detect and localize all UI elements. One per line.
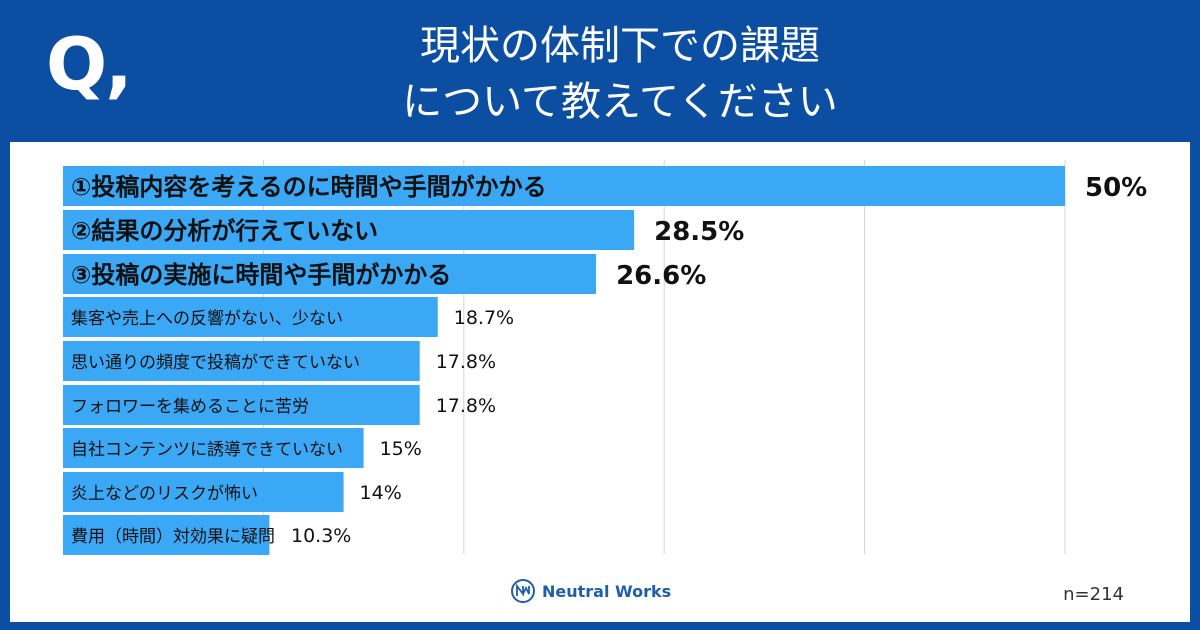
title-line-1: 現状の体制下での課題 (420, 23, 820, 69)
q-mark: Q, (46, 22, 133, 106)
sample-size: n=214 (1063, 584, 1124, 605)
value-label-9: 10.3% (291, 525, 351, 547)
bar-row-7: 自社コンテンツに誘導できていない 15% (63, 428, 422, 468)
bar-4 (63, 297, 438, 337)
page-title: 現状の体制下での課題 について教えてください (250, 18, 990, 130)
brand-name: Neutral Works (542, 581, 672, 601)
neutral-works-logo-icon (511, 579, 535, 603)
bar-row-6: フォロワーを集めることに苦労 17.8% (63, 385, 496, 425)
title-line-2: について教えてください (402, 79, 838, 125)
category-label-5: 思い通りの頻度で投稿ができていない (71, 353, 360, 373)
bar-row-1: ①投稿内容を考えるのに時間や手間がかかる 50% (63, 166, 1147, 206)
bar-row-2: ②結果の分析が行えていない 28.5% (63, 210, 744, 250)
bar-chart: ①投稿内容を考えるのに時間や手間がかかる 50% ②結果の分析が行えていない 28.5… (63, 160, 1147, 555)
category-label-9: 費用（時間）対効果に疑問 (71, 527, 275, 547)
category-label-1: ①投稿内容を考えるのに時間や手間がかかる (71, 173, 547, 201)
bar-row-4: 集客や売上への反響がない、少ない 18.7% (63, 297, 514, 337)
brand-logo: Neutral Works (510, 578, 671, 604)
value-label-2: 28.5% (654, 217, 744, 247)
category-label-4: 集客や売上への反響がない、少ない (71, 309, 343, 329)
category-label-8: 炎上などのリスクが怖い (71, 484, 258, 504)
bar-row-8: 炎上などのリスクが怖い 14% (63, 472, 402, 512)
value-label-5: 17.8% (436, 351, 496, 373)
value-label-1: 50% (1085, 173, 1147, 203)
value-label-7: 15% (380, 438, 422, 460)
bar-6 (63, 385, 420, 425)
category-label-6: フォロワーを集めることに苦労 (71, 397, 309, 417)
bar-1 (63, 166, 1065, 206)
value-label-6: 17.8% (436, 395, 496, 417)
bar-row-3: ③投稿の実施に時間や手間がかかる 26.6% (63, 254, 706, 294)
bar-5 (63, 341, 420, 381)
bar-3 (63, 254, 597, 294)
value-label-4: 18.7% (454, 307, 514, 329)
bar-row-9: 費用（時間）対効果に疑問 10.3% (63, 515, 351, 555)
value-label-8: 14% (360, 482, 402, 504)
bar-7 (63, 428, 364, 468)
category-label-7: 自社コンテンツに誘導できていない (71, 440, 343, 460)
bar-9 (63, 515, 270, 555)
category-label-3: ③投稿の実施に時間や手間がかかる (71, 261, 451, 289)
bar-row-5: 思い通りの頻度で投稿ができていない 17.8% (63, 341, 496, 381)
chart-panel: ①投稿内容を考えるのに時間や手間がかかる 50% ②結果の分析が行えていない 28.5… (10, 142, 1190, 622)
bar-2 (63, 210, 635, 250)
value-label-3: 26.6% (616, 261, 706, 291)
bar-8 (63, 472, 344, 512)
category-label-2: ②結果の分析が行えていない (71, 217, 378, 245)
